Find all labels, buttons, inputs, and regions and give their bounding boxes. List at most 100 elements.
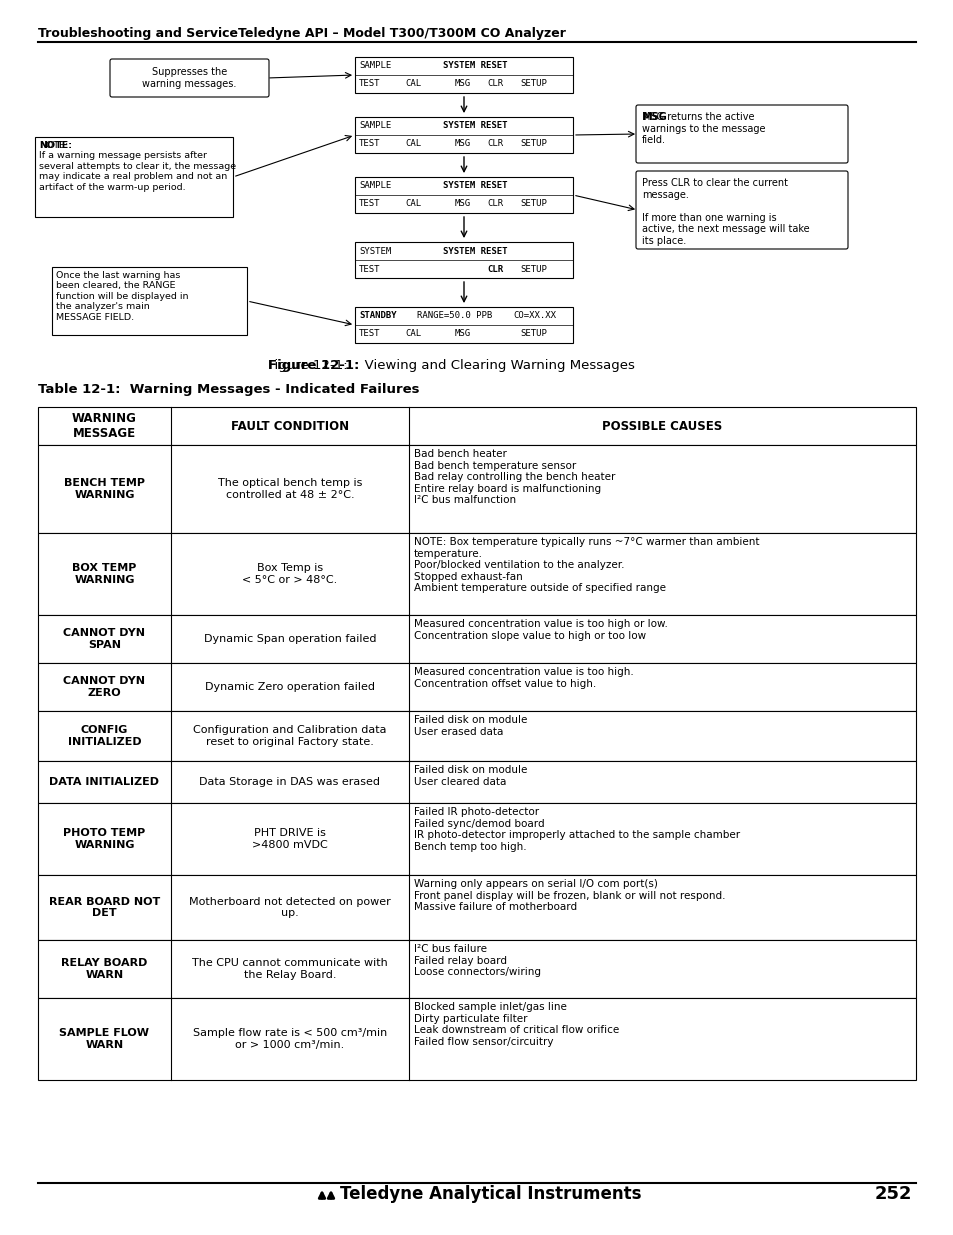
Bar xyxy=(355,117,573,153)
Text: The optical bench temp is
controlled at 48 ± 2°C.: The optical bench temp is controlled at … xyxy=(217,478,362,500)
Text: TEST: TEST xyxy=(358,264,380,273)
Bar xyxy=(38,876,915,940)
Text: Table 12-1:  Warning Messages - Indicated Failures: Table 12-1: Warning Messages - Indicated… xyxy=(38,383,419,396)
Text: RANGE=50.0 PPB: RANGE=50.0 PPB xyxy=(416,311,492,321)
Text: Troubleshooting and ServiceTeledyne API – Model T300/T300M CO Analyzer: Troubleshooting and ServiceTeledyne API … xyxy=(38,27,565,40)
Text: DATA INITIALIZED: DATA INITIALIZED xyxy=(50,777,159,787)
Text: Dynamic Span operation failed: Dynamic Span operation failed xyxy=(204,634,375,643)
Text: SYSTEM RESET: SYSTEM RESET xyxy=(442,62,507,70)
Text: CAL: CAL xyxy=(405,140,420,148)
Text: STANDBY: STANDBY xyxy=(358,311,396,321)
Bar xyxy=(355,242,573,278)
Text: Failed disk on module
User erased data: Failed disk on module User erased data xyxy=(414,715,527,736)
Text: WARNING
MESSAGE: WARNING MESSAGE xyxy=(72,412,137,440)
Text: Failed IR photo-detector
Failed sync/demod board
IR photo-detector improperly at: Failed IR photo-detector Failed sync/dem… xyxy=(414,806,740,852)
Text: Figure 12-1:: Figure 12-1: xyxy=(268,359,359,372)
Text: Suppresses the
warning messages.: Suppresses the warning messages. xyxy=(142,67,236,89)
Text: MSG: MSG xyxy=(455,330,471,338)
Text: I²C bus failure
Failed relay board
Loose connectors/wiring: I²C bus failure Failed relay board Loose… xyxy=(414,944,540,977)
Text: Dynamic Zero operation failed: Dynamic Zero operation failed xyxy=(205,682,375,692)
Text: Data Storage in DAS was erased: Data Storage in DAS was erased xyxy=(199,777,380,787)
Bar xyxy=(38,408,915,445)
Bar xyxy=(38,761,915,803)
Text: CANNOT DYN
SPAN: CANNOT DYN SPAN xyxy=(64,629,146,650)
Text: CAL: CAL xyxy=(405,330,420,338)
Text: FAULT CONDITION: FAULT CONDITION xyxy=(231,420,349,432)
Text: CONFIG
INITIALIZED: CONFIG INITIALIZED xyxy=(68,725,141,747)
Bar xyxy=(38,615,915,663)
Text: CAL: CAL xyxy=(405,200,420,209)
Text: SYSTEM RESET: SYSTEM RESET xyxy=(442,121,507,131)
Text: Bad bench heater
Bad bench temperature sensor
Bad relay controlling the bench he: Bad bench heater Bad bench temperature s… xyxy=(414,450,615,505)
Text: Warning only appears on serial I/O com port(s)
Front panel display will be froze: Warning only appears on serial I/O com p… xyxy=(414,879,724,913)
Text: The CPU cannot communicate with
the Relay Board.: The CPU cannot communicate with the Rela… xyxy=(192,958,388,979)
Text: SYSTEM RESET: SYSTEM RESET xyxy=(442,182,507,190)
Text: SETUP: SETUP xyxy=(519,330,546,338)
FancyBboxPatch shape xyxy=(110,59,269,98)
Text: MSG returns the active
warnings to the message
field.: MSG returns the active warnings to the m… xyxy=(641,112,764,146)
Bar xyxy=(38,445,915,534)
Text: RELAY BOARD
WARN: RELAY BOARD WARN xyxy=(61,958,148,979)
Text: Figure 12-1:    Viewing and Clearing Warning Messages: Figure 12-1: Viewing and Clearing Warnin… xyxy=(268,359,634,372)
Text: SYSTEM: SYSTEM xyxy=(358,247,391,256)
Text: Press CLR to clear the current
message.

If more than one warning is
active, the: Press CLR to clear the current message. … xyxy=(641,178,809,246)
Bar xyxy=(38,803,915,876)
Bar xyxy=(52,267,247,335)
Text: MSG: MSG xyxy=(455,79,471,89)
Text: CANNOT DYN
ZERO: CANNOT DYN ZERO xyxy=(64,677,146,698)
Text: Motherboard not detected on power
up.: Motherboard not detected on power up. xyxy=(189,897,391,919)
Bar xyxy=(38,663,915,711)
Text: MSG: MSG xyxy=(455,140,471,148)
Text: SETUP: SETUP xyxy=(519,79,546,89)
Text: REAR BOARD NOT
DET: REAR BOARD NOT DET xyxy=(49,897,160,919)
Text: SAMPLE: SAMPLE xyxy=(358,62,391,70)
Text: CO=XX.XX: CO=XX.XX xyxy=(513,311,556,321)
Text: SETUP: SETUP xyxy=(519,264,546,273)
Text: CLR: CLR xyxy=(486,79,502,89)
Text: CLR: CLR xyxy=(486,264,502,273)
Text: Box Temp is
< 5°C or > 48°C.: Box Temp is < 5°C or > 48°C. xyxy=(242,563,337,585)
Text: SAMPLE: SAMPLE xyxy=(358,182,391,190)
Text: Measured concentration value is too high.
Concentration offset value to high.: Measured concentration value is too high… xyxy=(414,667,633,689)
Text: TEST: TEST xyxy=(358,330,380,338)
Text: CLR: CLR xyxy=(486,200,502,209)
Text: Failed disk on module
User cleared data: Failed disk on module User cleared data xyxy=(414,764,527,787)
FancyBboxPatch shape xyxy=(636,170,847,249)
Text: TEST: TEST xyxy=(358,200,380,209)
Text: CLR: CLR xyxy=(486,140,502,148)
Text: NOTE: Box temperature typically runs ~7°C warmer than ambient
temperature.
Poor/: NOTE: Box temperature typically runs ~7°… xyxy=(414,537,759,593)
Text: TEST: TEST xyxy=(358,140,380,148)
Text: SAMPLE: SAMPLE xyxy=(358,121,391,131)
Text: Measured concentration value is too high or low.
Concentration slope value to hi: Measured concentration value is too high… xyxy=(414,619,667,641)
Text: PHOTO TEMP
WARNING: PHOTO TEMP WARNING xyxy=(63,829,146,850)
Text: TEST: TEST xyxy=(358,79,380,89)
Text: CAL: CAL xyxy=(405,79,420,89)
Bar xyxy=(38,711,915,761)
Bar xyxy=(35,137,233,217)
Bar xyxy=(38,940,915,998)
Bar xyxy=(355,57,573,93)
Text: NOTE:
If a warning message persists after
several attempts to clear it, the mess: NOTE: If a warning message persists afte… xyxy=(39,141,236,191)
Bar xyxy=(38,998,915,1079)
Text: MSG: MSG xyxy=(641,112,666,122)
Text: Teledyne Analytical Instruments: Teledyne Analytical Instruments xyxy=(339,1186,640,1203)
Text: POSSIBLE CAUSES: POSSIBLE CAUSES xyxy=(601,420,721,432)
Text: BOX TEMP
WARNING: BOX TEMP WARNING xyxy=(72,563,136,585)
Text: SETUP: SETUP xyxy=(519,140,546,148)
Text: Blocked sample inlet/gas line
Dirty particulate filter
Leak downstream of critic: Blocked sample inlet/gas line Dirty part… xyxy=(414,1002,618,1047)
Text: SAMPLE FLOW
WARN: SAMPLE FLOW WARN xyxy=(59,1029,150,1050)
Text: Sample flow rate is < 500 cm³/min
or > 1000 cm³/min.: Sample flow rate is < 500 cm³/min or > 1… xyxy=(193,1029,387,1050)
Text: NOTE:: NOTE: xyxy=(39,141,71,149)
Text: MSG: MSG xyxy=(455,200,471,209)
Text: SYSTEM RESET: SYSTEM RESET xyxy=(442,247,507,256)
Text: SETUP: SETUP xyxy=(519,200,546,209)
FancyBboxPatch shape xyxy=(636,105,847,163)
Text: Configuration and Calibration data
reset to original Factory state.: Configuration and Calibration data reset… xyxy=(193,725,386,747)
Text: 252: 252 xyxy=(874,1186,911,1203)
Bar xyxy=(355,177,573,212)
Text: BENCH TEMP
WARNING: BENCH TEMP WARNING xyxy=(64,478,145,500)
Bar xyxy=(355,308,573,343)
Text: PHT DRIVE is
>4800 mVDC: PHT DRIVE is >4800 mVDC xyxy=(252,829,328,850)
Text: Once the last warning has
been cleared, the RANGE
function will be displayed in
: Once the last warning has been cleared, … xyxy=(56,270,189,321)
Bar xyxy=(38,534,915,615)
